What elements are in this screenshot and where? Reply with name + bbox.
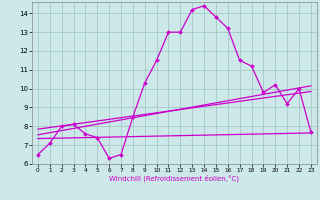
X-axis label: Windchill (Refroidissement éolien,°C): Windchill (Refroidissement éolien,°C) xyxy=(109,175,239,182)
